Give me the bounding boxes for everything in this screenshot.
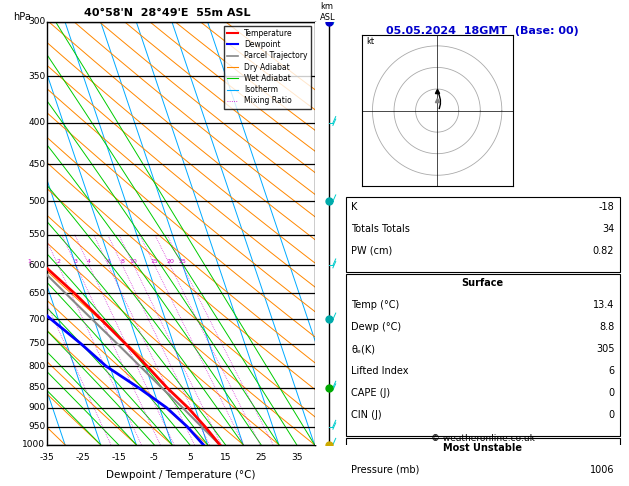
Text: -15: -15	[111, 453, 126, 462]
Text: -18: -18	[599, 202, 615, 211]
Text: 800: 800	[28, 362, 45, 371]
Text: Surface: Surface	[462, 278, 504, 288]
Text: 900: 900	[28, 403, 45, 412]
Text: 0: 0	[608, 388, 615, 398]
Text: 2: 2	[56, 259, 60, 264]
Text: 850: 850	[28, 383, 45, 392]
Text: 1000: 1000	[23, 440, 45, 449]
Text: 5: 5	[187, 453, 192, 462]
Text: CIN (J): CIN (J)	[351, 410, 382, 420]
Text: kt: kt	[366, 37, 374, 46]
Text: -2: -2	[316, 360, 324, 368]
Text: 350: 350	[28, 71, 45, 81]
Text: 400: 400	[28, 119, 45, 127]
Text: Most Unstable: Most Unstable	[443, 443, 522, 452]
Text: -3: -3	[316, 315, 325, 325]
Bar	[345, 438, 620, 486]
Text: -4: -4	[316, 270, 324, 279]
Text: Totals Totals: Totals Totals	[351, 224, 410, 234]
Text: 15: 15	[220, 453, 231, 462]
Text: © weatheronline.co.uk: © weatheronline.co.uk	[431, 434, 535, 443]
Text: -25: -25	[75, 453, 90, 462]
Text: -7: -7	[316, 128, 325, 137]
Text: 1006: 1006	[590, 465, 615, 474]
Legend: Temperature, Dewpoint, Parcel Trajectory, Dry Adiabat, Wet Adiabat, Isotherm, Mi: Temperature, Dewpoint, Parcel Trajectory…	[223, 26, 311, 108]
Text: 34: 34	[602, 224, 615, 234]
Text: -5: -5	[150, 453, 159, 462]
Text: θₑ(K): θₑ(K)	[351, 344, 376, 354]
Text: Dewpoint / Temperature (°C): Dewpoint / Temperature (°C)	[106, 470, 255, 480]
Text: km
ASL: km ASL	[320, 2, 335, 22]
Text: 35: 35	[291, 453, 303, 462]
Text: LCL: LCL	[316, 425, 331, 434]
Text: hPa: hPa	[13, 12, 31, 22]
Text: 300: 300	[28, 17, 45, 26]
Text: 500: 500	[28, 197, 45, 206]
Text: PW (cm): PW (cm)	[351, 245, 392, 256]
Text: -8: -8	[316, 78, 325, 87]
Text: 20: 20	[166, 259, 174, 264]
Text: 05.05.2024  18GMT  (Base: 00): 05.05.2024 18GMT (Base: 00)	[386, 26, 579, 36]
Text: -1: -1	[316, 402, 324, 412]
Text: 1: 1	[27, 259, 31, 264]
Text: 6: 6	[608, 366, 615, 376]
Text: 750: 750	[28, 339, 45, 348]
Text: 0: 0	[608, 410, 615, 420]
Text: 40°58'N  28°49'E  55m ASL: 40°58'N 28°49'E 55m ASL	[84, 8, 251, 17]
Text: 15: 15	[151, 259, 159, 264]
Text: 950: 950	[28, 422, 45, 431]
Text: -35: -35	[40, 453, 55, 462]
Text: 450: 450	[28, 160, 45, 169]
Text: 3: 3	[74, 259, 78, 264]
Text: 0.82: 0.82	[593, 245, 615, 256]
Text: -6: -6	[316, 176, 325, 186]
Text: 13.4: 13.4	[593, 300, 615, 310]
Text: Pressure (mb): Pressure (mb)	[351, 465, 420, 474]
Text: 4: 4	[87, 259, 91, 264]
Text: 25: 25	[179, 259, 186, 264]
Text: Dewp (°C): Dewp (°C)	[351, 322, 401, 332]
Text: 8.8: 8.8	[599, 322, 615, 332]
Text: 25: 25	[255, 453, 267, 462]
Text: 700: 700	[28, 315, 45, 324]
Text: 8: 8	[121, 259, 125, 264]
Text: CAPE (J): CAPE (J)	[351, 388, 391, 398]
Text: 550: 550	[28, 230, 45, 239]
Text: 305: 305	[596, 344, 615, 354]
Text: Temp (°C): Temp (°C)	[351, 300, 399, 310]
Text: 6: 6	[106, 259, 110, 264]
Text: 600: 600	[28, 261, 45, 270]
Text: Mixing Ratio (g/kg): Mixing Ratio (g/kg)	[347, 193, 355, 273]
Text: -5: -5	[316, 224, 324, 233]
Text: Lifted Index: Lifted Index	[351, 366, 409, 376]
Text: K: K	[351, 202, 357, 211]
Text: 10: 10	[130, 259, 138, 264]
Bar	[345, 274, 620, 436]
Text: 650: 650	[28, 289, 45, 298]
Bar	[345, 197, 620, 272]
